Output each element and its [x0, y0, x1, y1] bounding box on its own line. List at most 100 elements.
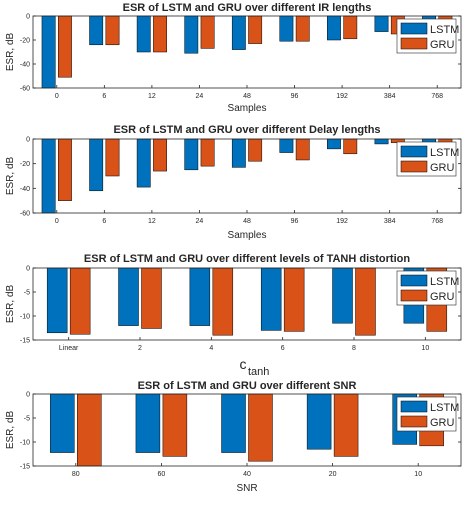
legend-label-lstm: LSTM [430, 276, 459, 288]
legend-swatch-lstm [400, 145, 428, 158]
x-tick-label: 80 [72, 471, 80, 478]
x-tick-label: 2 [138, 345, 142, 352]
chart-panel-4: ESR of LSTM and GRU over different SNR 0 -… [5, 380, 462, 494]
x-tick-label: 0 [55, 218, 59, 225]
y-tick-label: 0 [26, 392, 30, 399]
axes-box [32, 267, 462, 341]
bar-gru-80 [77, 393, 102, 467]
bar-lstm-0 [41, 138, 56, 214]
bar-gru-40 [248, 393, 273, 462]
legend-swatch-gru [400, 415, 428, 428]
y-tick-label: -15 [20, 338, 30, 345]
bar-gru-0 [58, 138, 72, 201]
bar-lstm-6 [260, 267, 282, 331]
bar-lstm-96 [279, 138, 294, 153]
x-tick-label: 96 [291, 93, 299, 100]
bar-gru-0 [58, 15, 72, 78]
x-tick-label: 20 [329, 471, 337, 478]
bar-lstm-60 [135, 393, 161, 453]
y-tick-label: -60 [20, 211, 30, 218]
x-tick-label: 12 [148, 218, 156, 225]
x-tick-label: 192 [336, 93, 348, 100]
legend-label-gru: GRU [430, 39, 455, 51]
legend-swatch-gru [400, 289, 428, 302]
y-tick-label: -20 [20, 38, 30, 45]
bar-lstm-4 [189, 267, 211, 326]
x-tick-label: 0 [55, 93, 59, 100]
bar-lstm-20 [306, 393, 332, 450]
legend-label-gru: GRU [430, 291, 455, 303]
bar-gru-6 [283, 267, 305, 332]
bar-gru-8 [355, 267, 376, 336]
bar-gru-12 [153, 138, 167, 172]
bar-lstm-24 [184, 15, 199, 54]
bar-lstm-24 [184, 138, 199, 171]
bar-gru-24 [200, 138, 215, 167]
x-tick-label: 4 [209, 345, 213, 352]
x-tick-label: 24 [196, 218, 204, 225]
legend-label-lstm: LSTM [430, 147, 459, 159]
bar-lstm-12 [136, 15, 151, 53]
y-tick-label: -20 [20, 161, 30, 168]
chart-panel-1: ESR of LSTM and GRU over different IR le… [5, 2, 462, 114]
x-axis-label: SNR [236, 483, 257, 494]
chart-title: ESR of LSTM and GRU over different level… [84, 253, 410, 265]
x-axis-label: Samples [228, 230, 267, 241]
bar-gru-96 [295, 15, 310, 42]
y-axis-label: ESR, dB [5, 33, 16, 72]
bar-gru-192 [343, 138, 358, 155]
y-axis-label: ESR, dB [5, 285, 16, 324]
chart-title: ESR of LSTM and GRU over different Delay… [113, 124, 380, 136]
bar-lstm-6 [89, 15, 104, 46]
bar-lstm-12 [136, 138, 151, 188]
x-tick-label: 10 [421, 345, 429, 352]
x-tick-label: 24 [196, 93, 204, 100]
bar-lstm-Linear [46, 267, 68, 334]
legend-swatch-gru [400, 160, 428, 173]
x-tick-label: 384 [384, 218, 396, 225]
legend-label-lstm: LSTM [430, 24, 459, 36]
y-tick-label: -60 [20, 86, 30, 93]
bar-lstm-192 [327, 138, 341, 150]
legend-swatch-lstm [400, 274, 428, 287]
x-tick-label: Linear [59, 345, 79, 352]
bar-lstm-384 [374, 15, 389, 32]
bar-gru-192 [343, 15, 358, 40]
bar-gru-Linear [69, 267, 91, 335]
y-axis-label: ESR, dB [5, 411, 16, 450]
bar-lstm-80 [50, 393, 75, 453]
legend: LSTM GRU [396, 396, 459, 432]
bar-lstm-0 [41, 15, 56, 89]
legend-swatch-lstm [400, 400, 428, 413]
bar-gru-24 [200, 15, 215, 49]
bar-lstm-48 [231, 15, 246, 50]
bar-gru-48 [248, 138, 263, 162]
x-axis-label: c [240, 356, 247, 372]
chart-title: ESR of LSTM and GRU over different IR le… [123, 2, 372, 14]
x-tick-label: 8 [352, 345, 356, 352]
legend: LSTM GRU [396, 141, 459, 177]
bar-gru-12 [153, 15, 167, 53]
y-tick-label: -5 [24, 416, 30, 423]
y-tick-label: 0 [26, 14, 30, 21]
x-axis-label-subscript: tanh [248, 366, 269, 378]
bar-gru-48 [248, 15, 263, 44]
x-tick-label: 768 [431, 93, 443, 100]
chart-panel-2: ESR of LSTM and GRU over different Delay… [5, 124, 462, 241]
x-tick-label: 192 [336, 218, 348, 225]
chart-title: ESR of LSTM and GRU over different SNR [138, 380, 357, 392]
bar-gru-4 [212, 267, 234, 336]
x-axis-label: Samples [228, 103, 267, 114]
x-tick-label: 6 [102, 93, 106, 100]
bar-lstm-8 [332, 267, 353, 324]
bar-lstm-384 [374, 138, 389, 145]
y-axis-label: ESR, dB [5, 157, 16, 196]
bar-gru-6 [105, 138, 120, 177]
y-tick-label: -10 [20, 440, 30, 447]
bar-lstm-2 [118, 267, 139, 326]
x-tick-label: 48 [243, 218, 251, 225]
legend-swatch-lstm [400, 22, 428, 35]
chart-panel-3: ESR of LSTM and GRU over different level… [5, 253, 462, 378]
y-tick-label: -5 [24, 290, 30, 297]
y-tick-label: 0 [26, 266, 30, 273]
